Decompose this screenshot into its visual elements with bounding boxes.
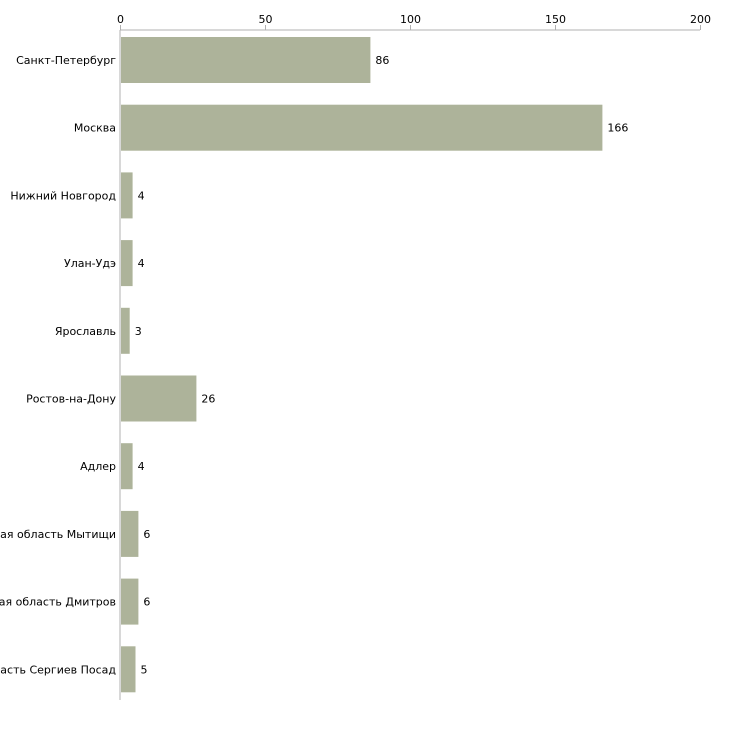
bar <box>121 37 371 83</box>
category-label: Московская область Мытищи <box>0 528 116 541</box>
bar <box>121 307 130 354</box>
category-label: Москва <box>74 122 116 135</box>
category-label: Ярославль <box>55 325 116 338</box>
category-label: Адлер <box>80 460 116 473</box>
category-label: Московская область Дмитров <box>0 596 116 609</box>
category-label: Нижний Новгород <box>10 189 116 202</box>
value-label: 86 <box>375 54 389 67</box>
value-label: 26 <box>201 393 215 406</box>
x-tick-label: 0 <box>117 13 124 26</box>
category-label: Улан-Удэ <box>64 257 116 270</box>
bar <box>121 104 603 151</box>
category-label: Ростов-на-Дону <box>26 393 116 406</box>
value-label: 166 <box>607 122 628 135</box>
value-label: 5 <box>141 663 148 676</box>
x-tick-label: 200 <box>690 13 711 26</box>
value-label: 6 <box>143 528 150 541</box>
category-label: Московская область Сергиев Посад <box>0 663 116 676</box>
x-tick-label: 50 <box>259 13 273 26</box>
x-tick-label: 100 <box>400 13 421 26</box>
value-label: 4 <box>138 189 145 202</box>
x-tick-label: 150 <box>545 13 566 26</box>
value-label: 4 <box>138 460 145 473</box>
value-label: 6 <box>143 596 150 609</box>
bar <box>121 646 136 693</box>
bar <box>121 510 139 557</box>
bar <box>121 443 133 490</box>
bar <box>121 172 133 219</box>
category-label: Санкт-Петербург <box>16 54 116 67</box>
bar <box>121 375 197 422</box>
bar <box>121 240 133 287</box>
value-label: 4 <box>138 257 145 270</box>
bar <box>121 578 139 625</box>
value-label: 3 <box>135 325 142 338</box>
